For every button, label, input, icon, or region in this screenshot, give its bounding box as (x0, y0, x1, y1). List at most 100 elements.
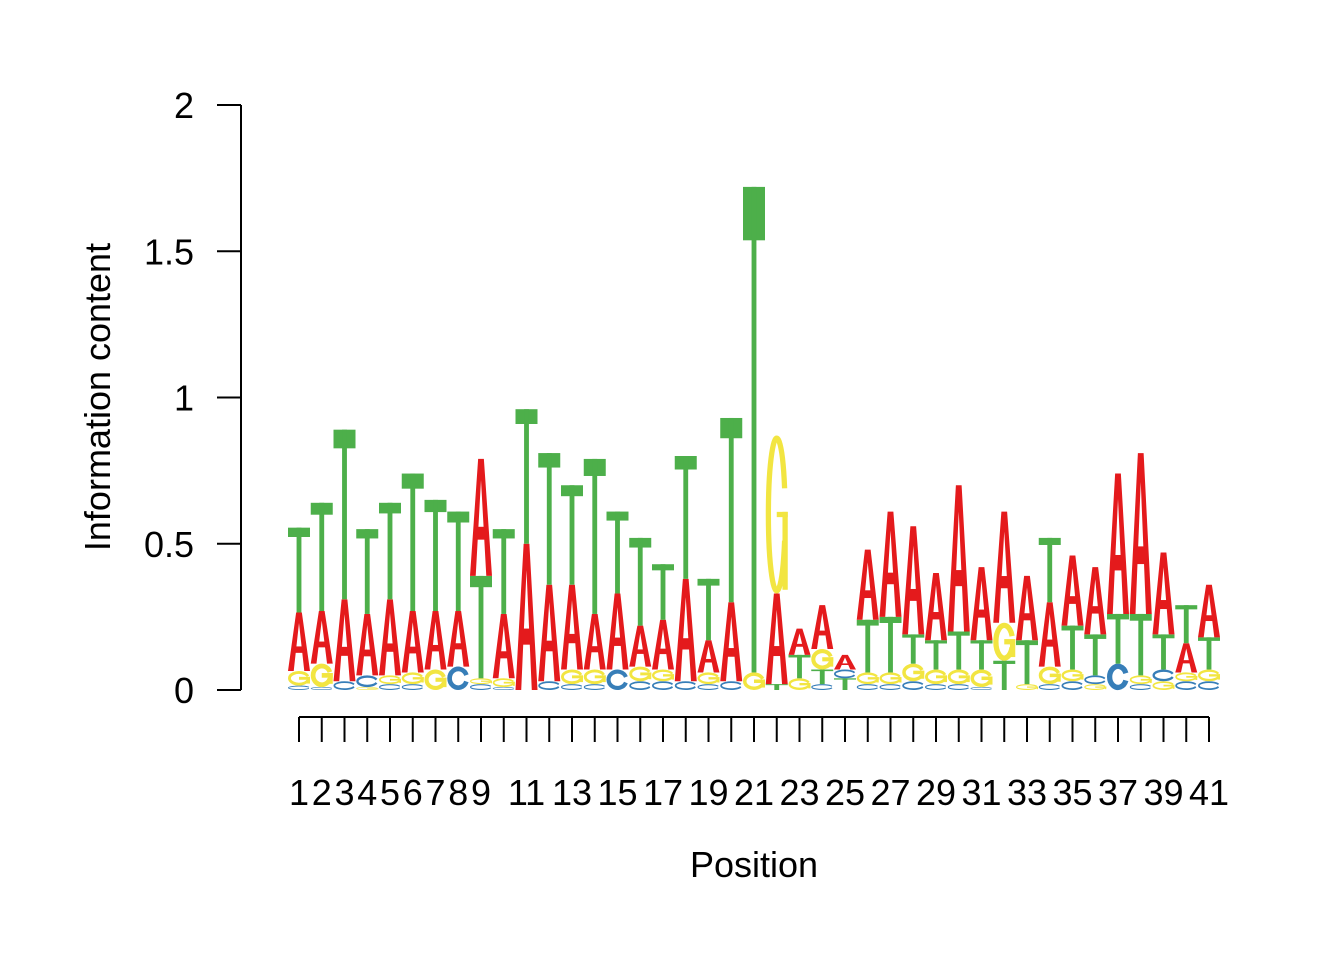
logo-letter-T-pos-35 (1061, 625, 1084, 670)
x-tick-label: 39 (1143, 772, 1183, 813)
logo-letter-C-pos-10 (492, 687, 514, 690)
logo-letter-T-pos-20 (720, 417, 743, 603)
x-tick-label: 35 (1052, 772, 1092, 813)
logo-letter-C-pos-18 (674, 681, 696, 690)
logo-letter-G-pos-34 (1038, 666, 1061, 685)
logo-letter-T-pos-1 (288, 527, 310, 613)
logo-letter-G-pos-13 (561, 669, 583, 685)
logo-letter-A-pos-17 (652, 619, 674, 670)
logo-letter-A-pos-33 (1016, 575, 1038, 641)
y-tick-label: 1 (174, 378, 194, 419)
logo-letter-T-pos-16 (629, 537, 652, 626)
x-tick-label: 2 (312, 772, 332, 813)
logo-letter-T-pos-17 (652, 564, 674, 620)
logo-letter-A-pos-2 (310, 611, 333, 664)
logo-letter-T-pos-6 (401, 473, 424, 612)
logo-letter-C-pos-27 (879, 684, 901, 690)
logo-letter-A-pos-19 (697, 640, 720, 673)
x-tick-label: 11 (508, 772, 545, 813)
logo-letter-A-pos-7 (424, 611, 447, 670)
logo-letter-A-pos-36 (1084, 567, 1107, 635)
x-tick-label: 21 (734, 772, 774, 813)
logo-letter-T-pos-8 (447, 511, 470, 612)
logo-letter-T-pos-26 (856, 619, 879, 673)
y-tick-label: 2 (174, 85, 194, 126)
logo-letter-C-pos-13 (560, 684, 583, 690)
x-tick-label: 27 (870, 772, 910, 813)
logo-letter-T-pos-11 (515, 409, 538, 544)
logo-letter-T-pos-9 (470, 575, 492, 679)
logo-letter-C-pos-9 (469, 684, 492, 690)
y-tick-label: 1.5 (144, 231, 194, 272)
logo-letter-G-pos-40 (1175, 672, 1198, 682)
logo-letter-G-pos-14 (583, 669, 606, 685)
logo-letter-C-pos-16 (629, 681, 651, 690)
logo-letter-G-pos-5 (379, 675, 401, 685)
y-axis-title: Information content (77, 243, 118, 551)
logo-letter-C-pos-35 (1061, 681, 1083, 690)
logo-letter-G-pos-23 (788, 678, 811, 690)
logo-letter-G-pos-36 (1084, 684, 1107, 690)
logo-letter-G-pos-35 (1061, 669, 1084, 682)
logo-letter-C-pos-8 (447, 666, 469, 690)
logo-letter-A-pos-35 (1061, 555, 1084, 626)
logo-letter-T-pos-10 (492, 529, 515, 614)
x-tick-label: 4 (357, 772, 377, 813)
logo-letter-G-pos-28 (902, 663, 925, 682)
logo-letter-G-pos-27 (879, 672, 902, 685)
y-tick-label: 0 (174, 670, 194, 711)
logo-letter-G-pos-32 (993, 622, 1016, 661)
x-tick-label: 31 (961, 772, 1001, 813)
logo-letter-G-pos-9 (469, 678, 492, 685)
logo-letter-C-pos-28 (902, 681, 924, 690)
logo-letter-A-pos-27 (879, 511, 902, 617)
logo-letter-A-pos-39 (1152, 552, 1175, 635)
logo-letter-T-pos-40 (1175, 605, 1198, 644)
logo-letter-A-pos-13 (561, 584, 583, 670)
logo-letter-T-pos-32 (993, 660, 1016, 690)
logo-letter-T-pos-3 (333, 429, 356, 600)
logo-letter-T-pos-31 (970, 640, 993, 670)
logo-letter-A-pos-6 (401, 611, 424, 673)
logo-letter-C-pos-4 (356, 675, 378, 688)
x-tick-label: 3 (334, 772, 354, 813)
logo-letter-T-pos-33 (1016, 640, 1038, 685)
logo-letter-T-pos-18 (674, 456, 697, 579)
logo-letter-G-pos-30 (947, 669, 970, 685)
logo-letter-C-pos-15 (606, 669, 628, 690)
logo-letter-G-pos-24 (811, 649, 834, 670)
logo-letter-A-pos-41 (1198, 584, 1220, 638)
logo-letter-C-pos-31 (970, 687, 992, 690)
logo-letter-C-pos-1 (288, 685, 310, 690)
logo-letter-C-pos-25 (834, 669, 856, 679)
logo-letter-T-pos-19 (697, 578, 720, 641)
logo-letter-A-pos-8 (447, 611, 470, 667)
x-tick-label: 41 (1189, 772, 1229, 813)
x-tick-label: 13 (552, 772, 592, 813)
logo-letter-A-pos-11 (515, 543, 538, 690)
logo-letter-T-pos-38 (1129, 613, 1152, 676)
logo-letter-A-pos-22 (765, 593, 788, 685)
logo-plot-area (288, 186, 1220, 690)
logo-letter-A-pos-1 (288, 612, 310, 671)
logo-letter-T-pos-21 (743, 186, 765, 673)
logo-letter-A-pos-28 (902, 526, 925, 635)
logo-letter-T-pos-5 (379, 502, 401, 600)
logo-letter-G-pos-4 (356, 687, 379, 690)
logo-letter-C-pos-17 (652, 681, 674, 690)
logo-letter-T-pos-22 (765, 684, 788, 690)
logo-letter-T-pos-41 (1198, 637, 1220, 670)
logo-letter-C-pos-5 (378, 684, 401, 690)
x-tick-label: 1 (289, 772, 309, 813)
logo-letter-C-pos-39 (1152, 669, 1174, 682)
logo-letter-A-pos-37 (1107, 473, 1129, 614)
x-tick-label: 29 (916, 772, 956, 813)
logo-letter-C-pos-26 (856, 684, 878, 690)
logo-letter-G-pos-1 (288, 671, 310, 686)
logo-letter-A-pos-12 (538, 584, 561, 682)
x-tick-label: 33 (1007, 772, 1047, 813)
logo-letter-A-pos-30 (947, 485, 970, 632)
logo-letter-C-pos-36 (1084, 675, 1106, 685)
logo-letter-G-pos-17 (652, 669, 674, 682)
x-tick-label: 25 (825, 772, 865, 813)
